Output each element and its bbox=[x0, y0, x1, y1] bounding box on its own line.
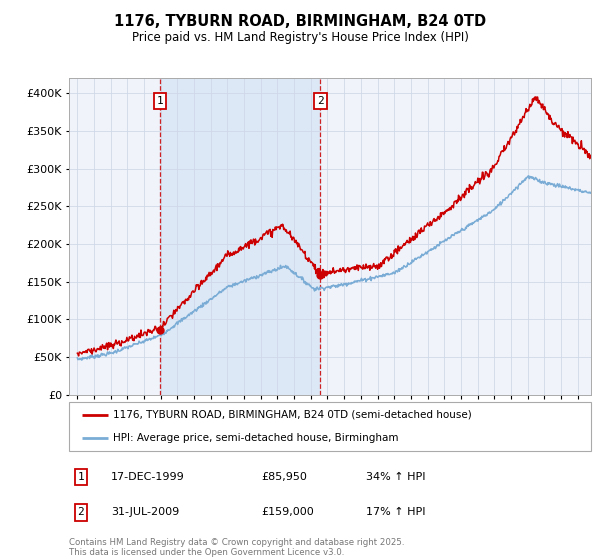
Text: 1: 1 bbox=[157, 96, 163, 106]
Bar bbox=[160, 78, 320, 395]
Text: £85,950: £85,950 bbox=[261, 472, 307, 482]
Text: £159,000: £159,000 bbox=[261, 507, 314, 517]
Text: 17% ↑ HPI: 17% ↑ HPI bbox=[366, 507, 425, 517]
Text: 1: 1 bbox=[77, 472, 85, 482]
Text: 31-JUL-2009: 31-JUL-2009 bbox=[111, 507, 179, 517]
FancyBboxPatch shape bbox=[69, 402, 591, 451]
Text: 17-DEC-1999: 17-DEC-1999 bbox=[111, 472, 185, 482]
Text: 34% ↑ HPI: 34% ↑ HPI bbox=[366, 472, 425, 482]
Text: 1176, TYBURN ROAD, BIRMINGHAM, B24 0TD (semi-detached house): 1176, TYBURN ROAD, BIRMINGHAM, B24 0TD (… bbox=[113, 410, 472, 420]
Text: 1176, TYBURN ROAD, BIRMINGHAM, B24 0TD: 1176, TYBURN ROAD, BIRMINGHAM, B24 0TD bbox=[114, 14, 486, 29]
Text: 2: 2 bbox=[317, 96, 324, 106]
Text: Contains HM Land Registry data © Crown copyright and database right 2025.
This d: Contains HM Land Registry data © Crown c… bbox=[69, 538, 404, 557]
Text: 2: 2 bbox=[77, 507, 85, 517]
Text: Price paid vs. HM Land Registry's House Price Index (HPI): Price paid vs. HM Land Registry's House … bbox=[131, 31, 469, 44]
Text: HPI: Average price, semi-detached house, Birmingham: HPI: Average price, semi-detached house,… bbox=[113, 433, 399, 444]
